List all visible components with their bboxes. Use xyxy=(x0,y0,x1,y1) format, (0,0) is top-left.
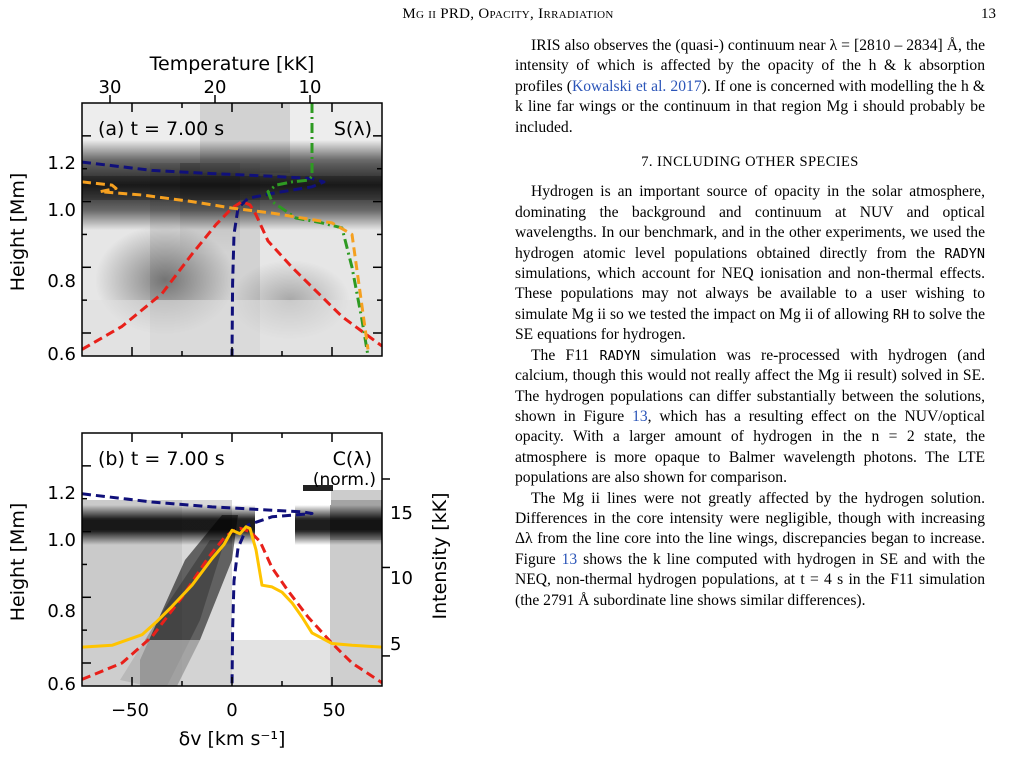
xlabel: δv [km s⁻¹] xyxy=(179,728,286,750)
panel-b-yellow-intensity-curve xyxy=(82,525,382,649)
top-tick-10: 10 xyxy=(299,77,322,98)
paragraph-mgii-text-b: shows the k line computed with hydrogen … xyxy=(515,550,985,609)
paragraph-continuum: IRIS also observes the (quasi-) continuu… xyxy=(515,36,985,138)
top-axis-label: Temperature [kK] xyxy=(149,53,315,75)
paragraph-hydrogen: Hydrogen is an important source of opaci… xyxy=(515,182,985,345)
xtick-50: 50 xyxy=(323,700,346,721)
panel-a-label: (a) t = 7.00 s xyxy=(98,118,224,140)
text-column: IRIS also observes the (quasi-) continuu… xyxy=(515,36,985,611)
paragraph-continuum-text: IRIS also observes the (quasi-) continuu… xyxy=(515,37,985,95)
panel-a-green-dash-dot-curve xyxy=(266,103,370,356)
panel-b-ytick-0.6: 0.6 xyxy=(47,674,76,695)
panel-b-ticks xyxy=(82,433,390,686)
top-tick-30: 30 xyxy=(99,77,122,98)
paragraph-f11-text-b: simulation was re-processed with hydroge… xyxy=(515,346,985,425)
panel-a-heatmap xyxy=(82,103,382,356)
panel-b-ytick-1.0: 1.0 xyxy=(47,530,76,551)
panel-b-rtick-5: 5 xyxy=(390,634,401,655)
code-radyn: RADYN xyxy=(944,245,985,262)
panel-b-ytick-1.2: 1.2 xyxy=(47,483,76,504)
panel-a-ytick-0.8: 0.8 xyxy=(47,271,76,292)
panel-b-rtick-15: 15 xyxy=(390,503,413,524)
paragraph-hydrogen-text-a: Hydrogen is an important source of opaci… xyxy=(515,183,985,262)
code-rh: RH xyxy=(892,306,910,323)
panel-a-curves xyxy=(82,103,382,356)
panel-a-ytick-0.6: 0.6 xyxy=(47,344,76,365)
paragraph-f11-text-c: , which has a resulting effect on the NU… xyxy=(515,407,985,487)
xtick-minus50: −50 xyxy=(111,700,149,721)
section-heading: 7. INCLUDING OTHER SPECIES xyxy=(641,154,859,171)
paragraph-continuum-end: ). If one is concerned with modelling th… xyxy=(515,77,985,136)
panel-a-ytick-1.0: 1.0 xyxy=(47,200,76,221)
panel-b-quantity-note: (norm.) xyxy=(313,470,376,490)
paragraph-f11: The F11 RADYN simulation was re-processe… xyxy=(515,346,985,489)
panel-b-blue-dashed-curve xyxy=(82,492,314,686)
panel-a-blue-dashed-curve xyxy=(82,160,326,356)
panel-b-ylabel: Height [Mm] xyxy=(7,503,29,622)
panel-a-orange-dashed-curve xyxy=(82,180,370,350)
panel-a: (a) t = 7.00 s S(λ) 1.2 1.0 0.8 0.6 Heig… xyxy=(7,95,383,365)
figure-link-13-b[interactable]: 13 xyxy=(561,550,578,568)
paragraph-hydrogen-text-b: simulations, which account for NEQ ionis… xyxy=(515,265,985,323)
figure: Temperature [kK] 30 20 10 (a) t = 7.00 s… xyxy=(0,28,490,774)
panel-b-label: (b) t = 7.00 s xyxy=(98,448,225,470)
paragraph-f11-text-a: The F11 xyxy=(531,346,600,364)
panel-b: (b) t = 7.00 s C(λ) (norm.) 1.2 1.0 0.8 … xyxy=(7,430,451,750)
panel-b-ytick-0.8: 0.8 xyxy=(47,601,76,622)
panel-b-curves xyxy=(82,492,382,686)
panel-a-quantity: S(λ) xyxy=(334,118,372,140)
page-number: 13 xyxy=(981,6,996,22)
panel-a-ticks xyxy=(82,95,382,356)
panel-a-red-dashed-curve xyxy=(82,200,382,351)
paragraph-hydrogen-text-c: to solve the SE equations for hydrogen. xyxy=(515,305,986,344)
panel-b-rtick-10: 10 xyxy=(390,568,413,589)
citation-link-kowalski[interactable]: Kowalski et al. 2017 xyxy=(571,77,702,95)
panel-b-heatmap xyxy=(82,430,382,686)
xtick-0: 0 xyxy=(226,700,237,721)
paragraph-mgii-text-a: The Mg ii lines were not greatly affecte… xyxy=(515,489,985,568)
running-head: Mg ii PRD, Opacity, Irradiation 13 xyxy=(0,6,1016,28)
panel-a-ylabel: Height [Mm] xyxy=(7,173,29,292)
code-radyn-2: RADYN xyxy=(599,347,641,364)
panel-a-ytick-1.2: 1.2 xyxy=(47,153,76,174)
top-tick-20: 20 xyxy=(204,77,227,98)
figure-link-13[interactable]: 13 xyxy=(632,407,648,425)
paragraph-mgii: The Mg ii lines were not greatly affecte… xyxy=(515,489,985,611)
panel-b-right-ylabel: Intensity [kK] xyxy=(429,492,451,619)
panel-b-quantity: C(λ) xyxy=(333,448,372,470)
running-head-title: Mg ii PRD, Opacity, Irradiation xyxy=(402,6,614,22)
figure-svg: Temperature [kK] 30 20 10 (a) t = 7.00 s… xyxy=(7,53,451,750)
